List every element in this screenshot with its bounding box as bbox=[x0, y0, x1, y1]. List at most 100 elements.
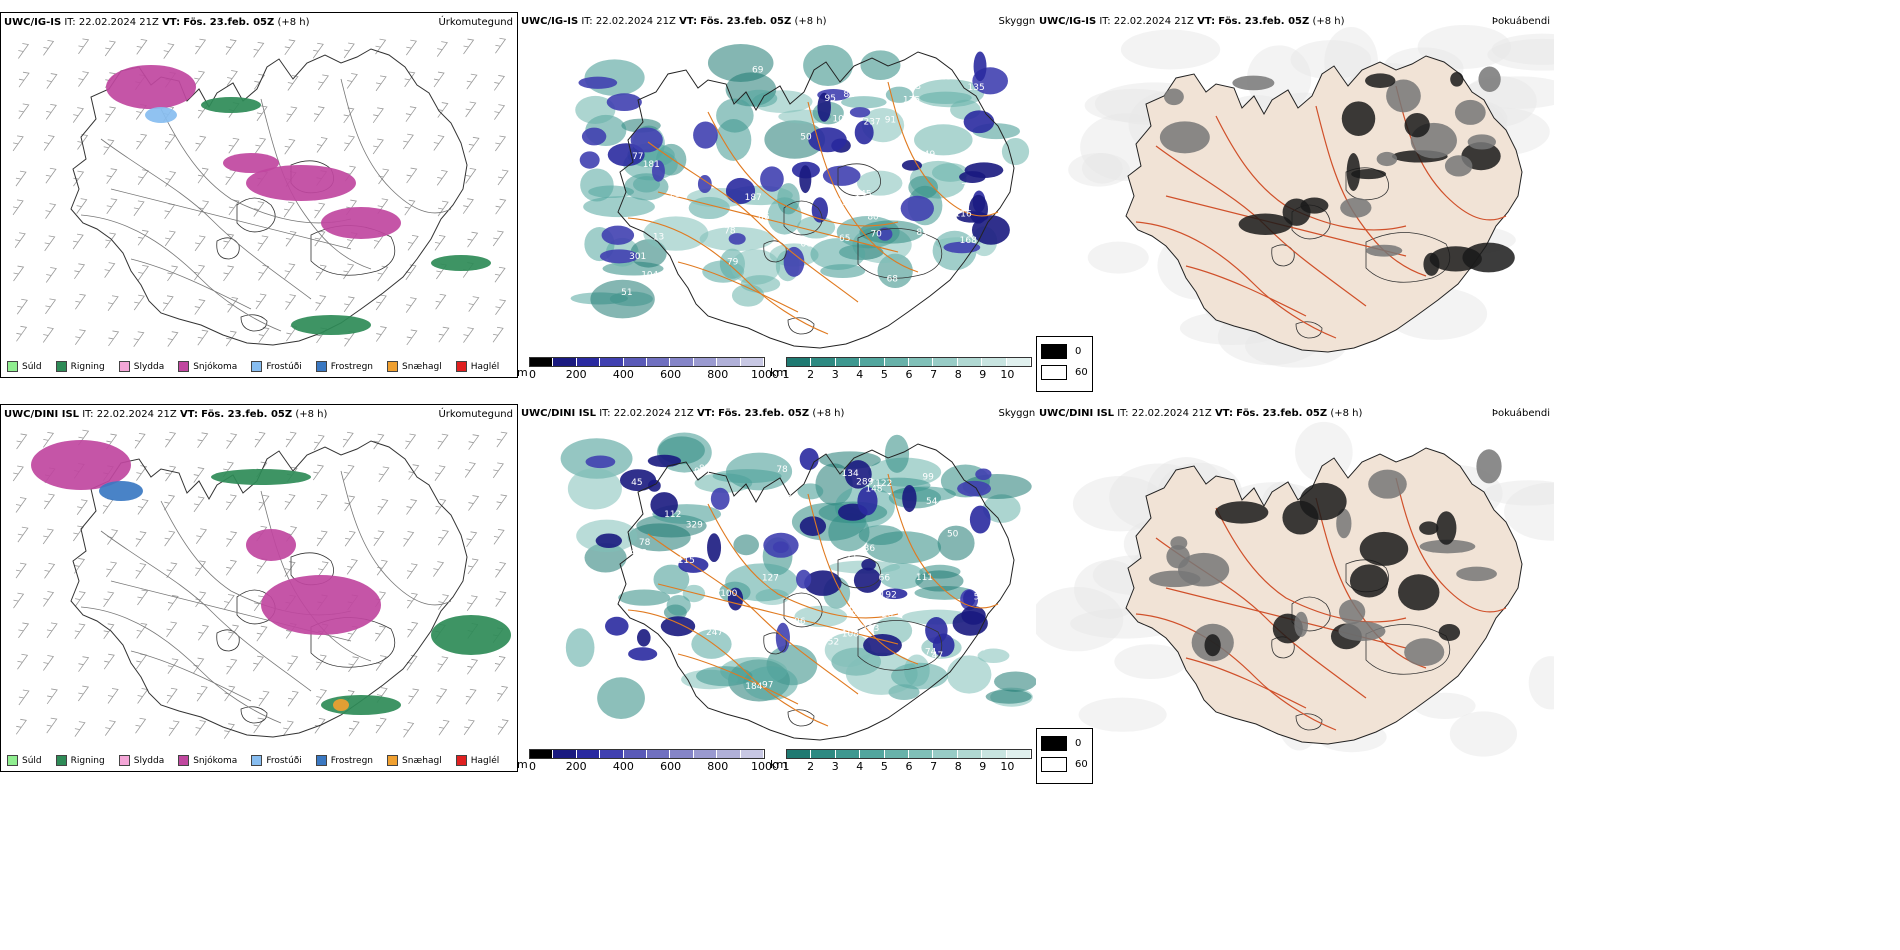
wind-barb bbox=[134, 432, 146, 449]
wind-barb bbox=[164, 203, 176, 220]
colorbar-tick: 4 bbox=[856, 368, 864, 381]
fog-area bbox=[1215, 501, 1269, 524]
precip-area bbox=[246, 529, 296, 561]
cloud-base-label: 74 bbox=[925, 648, 937, 658]
wind-barb bbox=[465, 101, 477, 118]
fog-key-row: 0 bbox=[1041, 344, 1088, 359]
cloud-base-label: 111 bbox=[916, 573, 933, 583]
panel-title: Þokuábendi bbox=[1491, 408, 1550, 419]
wind-barb bbox=[433, 71, 445, 88]
cloud-base-area bbox=[817, 92, 831, 122]
wind-barb bbox=[258, 494, 270, 511]
cloud-base-colorbar-top: m 0 200 400 600 800 1000 bbox=[517, 357, 779, 381]
wind-barb bbox=[74, 263, 86, 280]
colorbar-step bbox=[647, 358, 671, 366]
cloud-base-label: 99 bbox=[922, 472, 934, 482]
fog-haze bbox=[1413, 692, 1476, 720]
visibility-area bbox=[797, 483, 824, 500]
wind-barb bbox=[287, 690, 299, 707]
wind-barb bbox=[404, 199, 416, 216]
legend-swatch bbox=[118, 755, 130, 766]
wind-barb bbox=[316, 530, 328, 547]
cloud-base-area bbox=[775, 622, 790, 653]
cloud-base-area bbox=[697, 175, 712, 194]
wind-barb bbox=[343, 42, 355, 59]
visibility-area bbox=[632, 176, 661, 193]
colorbar-step bbox=[1006, 750, 1032, 758]
wind-barb bbox=[46, 688, 58, 705]
wind-barb bbox=[226, 70, 238, 86]
cloud-base-area bbox=[599, 249, 639, 264]
visibility-area bbox=[908, 175, 939, 199]
cloud-base-label: 71 bbox=[846, 552, 857, 562]
wind-barb bbox=[495, 591, 507, 607]
cloud-base-area bbox=[650, 492, 678, 518]
cloud-base-label: 54 bbox=[926, 497, 938, 507]
glacier-outline bbox=[1271, 244, 1295, 267]
colorbar-tick: 3 bbox=[831, 368, 839, 381]
colorbar-step bbox=[957, 750, 983, 758]
visibility-unit: km bbox=[770, 366, 788, 379]
glacier-outline bbox=[216, 629, 240, 652]
wind-barb bbox=[43, 431, 55, 448]
cloud-base-label: 192 bbox=[880, 591, 897, 601]
fog-area bbox=[1338, 599, 1366, 625]
cloud-base-area bbox=[728, 233, 746, 245]
fog-key-row: 60 bbox=[1041, 365, 1088, 380]
panel-title: Úrkomutegund bbox=[438, 17, 513, 28]
wind-barb bbox=[493, 528, 505, 545]
wind-barb bbox=[104, 262, 116, 278]
road-line bbox=[130, 650, 252, 702]
cloud-base-area bbox=[808, 127, 847, 153]
cloud-base-label: 135 bbox=[968, 83, 985, 93]
cloud-base-area bbox=[651, 160, 665, 182]
wind-barb bbox=[438, 594, 450, 610]
legend-swatch bbox=[455, 361, 467, 372]
wind-barb bbox=[193, 467, 205, 483]
cloud-base-area bbox=[579, 151, 600, 169]
wind-barb bbox=[228, 137, 240, 154]
glacier-outline bbox=[787, 709, 815, 727]
precip-area bbox=[431, 255, 491, 271]
wind-barb bbox=[253, 73, 266, 90]
wind-barb bbox=[78, 656, 90, 672]
wind-barb bbox=[43, 655, 55, 671]
cloud-base-label: 247 bbox=[706, 628, 723, 638]
legend-item: Frostregn bbox=[315, 755, 373, 766]
colorbar-step bbox=[1006, 358, 1032, 366]
cloud-base-label: 135 bbox=[903, 95, 920, 105]
fog-area bbox=[1450, 71, 1464, 87]
cloud-base-label: 64 bbox=[706, 617, 718, 627]
road-line bbox=[130, 258, 252, 310]
colorbar-tick: 9 bbox=[979, 368, 987, 381]
wind-barb bbox=[403, 531, 415, 547]
cloud-base-label: 127 bbox=[762, 573, 779, 583]
cloud-base-label: 64 bbox=[739, 621, 751, 631]
wind-barb bbox=[408, 464, 420, 480]
fog-area bbox=[1419, 521, 1439, 535]
cloud-base-area bbox=[606, 93, 642, 112]
legend-item: Haglél bbox=[455, 361, 500, 372]
colorbar-tick: 400 bbox=[612, 760, 634, 773]
fog-area bbox=[1462, 242, 1515, 273]
wind-barb bbox=[467, 558, 479, 575]
cloud-base-label: 123 bbox=[862, 624, 879, 634]
fog-area bbox=[1336, 508, 1352, 539]
legend-item: Snjókoma bbox=[178, 361, 237, 372]
wind-barb bbox=[103, 653, 115, 670]
glacier-outline bbox=[240, 314, 268, 332]
wind-barb bbox=[343, 263, 355, 280]
visibility-area bbox=[567, 468, 622, 510]
cloud-base-label: 51 bbox=[621, 288, 632, 298]
legend-label: Haglél bbox=[470, 361, 500, 372]
road-line bbox=[160, 108, 352, 224]
wind-barb bbox=[492, 326, 504, 343]
road-line bbox=[807, 101, 919, 273]
cloud-base-area bbox=[943, 241, 981, 254]
wind-barb bbox=[18, 689, 30, 706]
cloud-base-label: 88 bbox=[713, 163, 725, 173]
colorbar-step bbox=[576, 750, 601, 758]
panel-header: UWC/DINI ISL IT: 22.02.2024 21Z VT: Fös.… bbox=[521, 408, 1038, 419]
legend-item: Frostregn bbox=[315, 361, 373, 372]
cloud-base-area bbox=[619, 469, 657, 492]
